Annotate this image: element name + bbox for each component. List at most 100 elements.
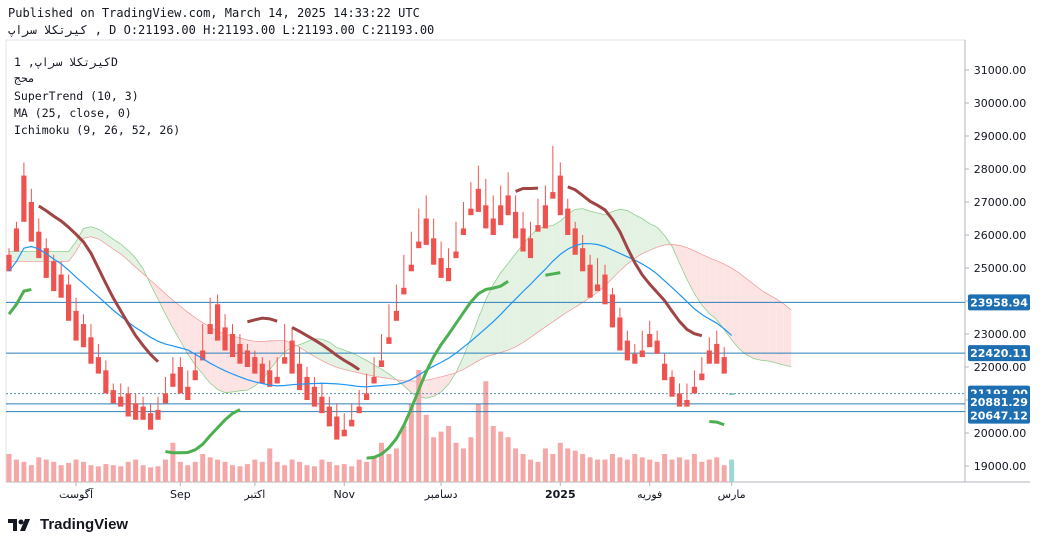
price-label-text: 20647.12 — [970, 410, 1028, 423]
cloud-segment — [61, 251, 69, 262]
cloud-segment — [23, 251, 32, 262]
candle-body — [557, 175, 563, 216]
volume-bar — [632, 454, 638, 482]
volume-bar — [282, 465, 288, 482]
candle-body — [244, 350, 250, 367]
candle-body — [51, 261, 57, 292]
volume-bar — [706, 459, 712, 482]
candle-body — [401, 287, 407, 295]
candle-body — [259, 363, 265, 384]
volume-bar — [140, 465, 146, 482]
legend-supertrend[interactable]: SuperTrend (10, 3) — [14, 89, 139, 103]
time-axis: آگوست Sep اکتبر Nov دسامبر 2025 فوریه مارس — [59, 482, 746, 501]
candle-body — [88, 337, 94, 364]
ma-line — [8, 242, 733, 388]
cloud-segment — [754, 284, 762, 361]
volume-bar — [475, 403, 481, 482]
cloud-segment — [716, 260, 725, 330]
candle-body — [162, 393, 169, 404]
volume-bar — [192, 461, 198, 482]
cloud-segment — [627, 210, 635, 265]
cloud-segment — [433, 376, 442, 397]
candle-body — [416, 241, 422, 249]
candle-body — [43, 248, 49, 278]
volume-bar — [639, 457, 645, 482]
candle-body — [490, 218, 496, 235]
volume-bar — [684, 459, 690, 482]
volume-bar — [364, 461, 370, 482]
cloud-segment — [493, 272, 501, 355]
candle-body — [654, 340, 660, 354]
volume-bar — [617, 457, 623, 482]
candles — [6, 145, 735, 440]
volume-bar — [237, 466, 243, 482]
cloud-segment — [560, 214, 568, 317]
legend-ichimoku[interactable]: Ichimoku (9, 26, 52, 26) — [14, 123, 180, 137]
volume-bar — [714, 457, 720, 482]
price-tick-label: 19000.00 — [974, 460, 1027, 473]
candle-body — [349, 419, 355, 427]
indicator-lines — [7, 187, 733, 460]
candle-body — [617, 317, 623, 351]
volume-bar — [267, 448, 273, 482]
cloud-segment — [210, 327, 218, 390]
volume-bar — [6, 454, 12, 482]
time-tick-label: اکتبر — [243, 488, 265, 501]
cloud-segment — [135, 258, 144, 274]
legend: کیرتکلا سراپ, 1D محج SuperTrend (10, 3) … — [14, 55, 180, 137]
cloud-segment — [359, 356, 367, 375]
volume-bar — [177, 461, 183, 482]
candle-body — [13, 228, 20, 252]
volume-bar — [401, 426, 407, 482]
cloud-segment — [180, 306, 188, 355]
candle-body — [408, 264, 414, 272]
candle-body — [721, 357, 727, 374]
price-tick-label: 22000.00 — [974, 361, 1027, 374]
volume-bar — [580, 454, 586, 482]
candle-body — [6, 254, 12, 272]
legend-ma[interactable]: MA (25, close, 0) — [14, 106, 132, 120]
candle-body — [364, 393, 370, 400]
volume-bar — [222, 461, 228, 482]
cloud-segment — [426, 378, 434, 399]
volume-bar — [88, 465, 94, 482]
candle-body — [535, 225, 541, 232]
candle-body — [580, 248, 586, 272]
candle-body — [222, 327, 228, 351]
volume-bar — [125, 461, 131, 482]
candle-body — [177, 367, 183, 394]
candle-body — [527, 238, 534, 259]
span-b-line — [9, 236, 792, 382]
candle-body — [498, 205, 504, 226]
volume-bar — [319, 459, 325, 482]
candle-body — [602, 274, 608, 305]
ohlc-text: کیرتکلا سراپ , D O:21193.00 H:21193.00 L… — [8, 23, 435, 37]
volume-bar — [215, 459, 221, 482]
candle-body — [311, 386, 318, 407]
volume-bar — [36, 457, 42, 482]
volume-bar — [13, 459, 19, 482]
candle-body — [714, 343, 720, 364]
volume-bar — [505, 437, 511, 482]
candle-body — [110, 390, 116, 404]
candle-body — [334, 416, 340, 440]
price-label-box — [968, 393, 1030, 410]
candle-body — [483, 205, 489, 229]
volume-bar — [408, 403, 414, 482]
volume-bar — [51, 461, 57, 482]
time-tick-label: آگوست — [59, 487, 94, 501]
candle-body — [296, 363, 303, 391]
cloud-segment — [120, 244, 129, 261]
candle-body — [647, 334, 653, 348]
candle-body — [185, 386, 191, 400]
candle-body — [192, 370, 198, 381]
span-a-line — [9, 208, 792, 399]
candle-body — [691, 386, 697, 394]
candle-body — [36, 231, 42, 259]
candle-body — [669, 376, 675, 397]
candle-body — [572, 228, 578, 255]
volume-bar — [565, 448, 571, 482]
volume-bar — [230, 465, 235, 482]
candle-body — [326, 406, 332, 427]
